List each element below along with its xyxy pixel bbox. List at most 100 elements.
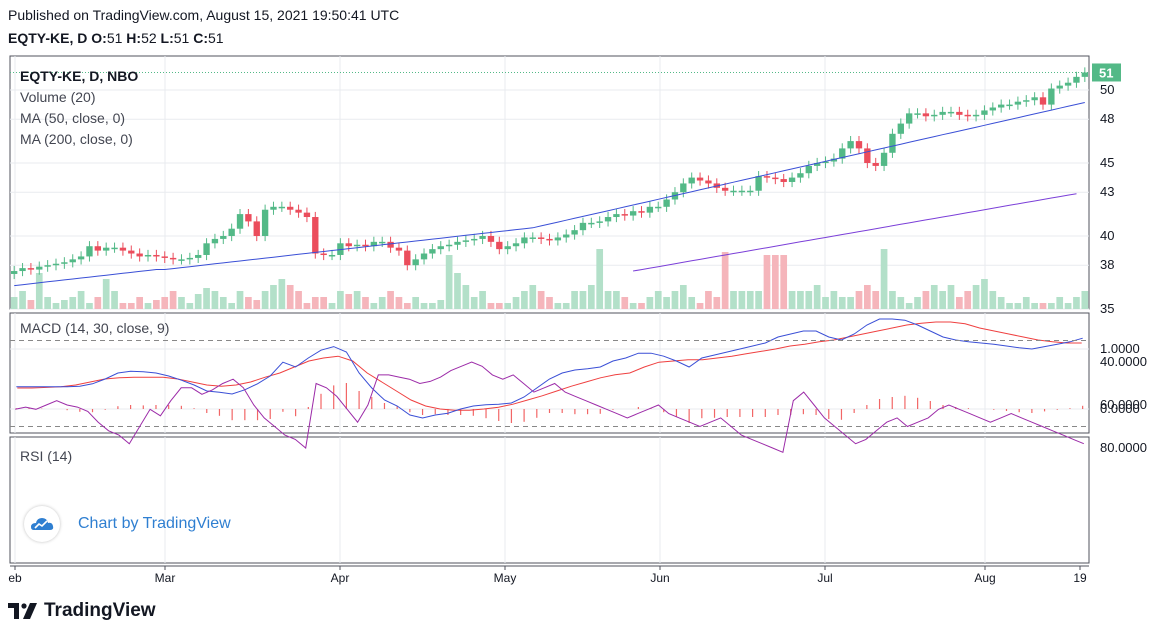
- high-value: 52: [141, 30, 157, 46]
- axes: eb Mar Apr May Jun Jul Aug 19 35 38 40 43 45 48 50 51 0.…: [8, 63, 1147, 585]
- open-label: O:: [91, 30, 107, 46]
- candle-body: [77, 256, 85, 260]
- volume-bar: [370, 303, 378, 309]
- watermark-text: Chart by TradingView: [78, 515, 231, 532]
- volume-bar: [571, 291, 578, 309]
- volume-bar: [537, 291, 545, 309]
- volume-bar: [738, 291, 746, 309]
- candle-body: [395, 247, 403, 251]
- volume-bar: [947, 285, 955, 309]
- volume-bar: [52, 303, 60, 309]
- candle-body: [496, 241, 503, 250]
- volume-bar: [1073, 297, 1080, 309]
- candle-body: [797, 173, 804, 178]
- candle-body: [420, 253, 428, 260]
- volume-bar: [35, 273, 43, 309]
- volume-bar: [696, 303, 704, 309]
- candle-body: [579, 222, 587, 231]
- volume-bar: [788, 291, 796, 309]
- time-axis-label: May: [494, 571, 517, 585]
- candle-body: [437, 246, 444, 250]
- candle-body: [119, 247, 127, 251]
- time-axis-label: Apr: [331, 571, 350, 585]
- low-label: L:: [160, 30, 174, 46]
- high-label: H:: [126, 30, 142, 46]
- volume-bar: [922, 291, 930, 309]
- volume-bar: [646, 297, 654, 309]
- volume-bar: [454, 273, 461, 309]
- volume-bar: [813, 285, 821, 309]
- candle-body: [278, 206, 286, 209]
- candle-body: [864, 148, 871, 163]
- close-value: 51: [208, 30, 224, 46]
- volume-bar: [721, 252, 729, 309]
- volume-bar: [763, 255, 771, 309]
- published-line: Published on TradingView.com, August 15,…: [8, 7, 400, 23]
- volume-bar: [914, 297, 921, 309]
- volume-bar: [905, 303, 913, 309]
- candle-body: [1039, 97, 1047, 105]
- volume-bar: [94, 297, 102, 309]
- candle-body: [1056, 85, 1063, 89]
- volume-bar: [755, 291, 762, 309]
- watermark[interactable]: Chart by TradingView: [24, 504, 231, 544]
- candle-body: [261, 209, 269, 236]
- candle-body: [889, 133, 896, 153]
- candle-body: [487, 236, 495, 242]
- candle-body: [947, 111, 955, 114]
- volume-bar: [705, 291, 712, 309]
- candle-body: [303, 212, 311, 218]
- candle-body: [830, 158, 838, 162]
- macd-tick-label: 1.0000: [1100, 341, 1140, 356]
- volume-bar: [521, 291, 528, 309]
- volume-bar: [546, 297, 553, 309]
- candle-body: [220, 236, 227, 239]
- candle-body: [36, 266, 43, 270]
- candle-body: [379, 241, 386, 244]
- volume-bar: [445, 255, 453, 309]
- volume-bar: [679, 285, 687, 309]
- volume-bar: [972, 285, 980, 309]
- candle-body: [479, 236, 486, 239]
- volume-bar: [930, 285, 938, 309]
- volume-bar: [470, 297, 478, 309]
- price-tick-label: 43: [1100, 184, 1114, 199]
- volume-bar: [1022, 297, 1030, 309]
- volume-bar: [403, 303, 411, 309]
- candle-body: [839, 148, 846, 159]
- last-price-label: 51: [1099, 65, 1113, 80]
- candle-body: [320, 253, 327, 256]
- candle-body: [412, 259, 419, 266]
- candle-body: [613, 214, 620, 218]
- candle-body: [86, 246, 93, 257]
- candle-body: [897, 123, 904, 134]
- candle-body: [529, 237, 536, 239]
- candle-body: [270, 206, 277, 210]
- candle-body: [855, 141, 863, 149]
- candle-body: [471, 238, 478, 241]
- ma200-line: [633, 193, 1077, 272]
- candle-body: [763, 176, 771, 178]
- volume-bar: [1039, 303, 1047, 309]
- candle-body: [563, 234, 570, 238]
- volume-bar: [554, 303, 562, 309]
- time-axis-label: Jun: [650, 571, 669, 585]
- candle-body: [1048, 88, 1055, 105]
- volume-bar: [320, 297, 328, 309]
- candle-body: [103, 247, 110, 251]
- volume-bar: [245, 297, 252, 309]
- candle-body: [44, 265, 51, 267]
- candle-body: [186, 257, 194, 260]
- volume-bar: [479, 291, 486, 309]
- candle-body: [94, 246, 102, 251]
- volume-bar: [337, 291, 344, 309]
- volume-bar: [579, 291, 587, 309]
- tradingview-logo[interactable]: TradingView: [8, 600, 156, 622]
- volume-bar: [872, 291, 880, 309]
- candle-body: [730, 190, 737, 193]
- candle-body: [646, 206, 654, 213]
- volume-bar: [86, 303, 93, 309]
- legend-ma200: MA (200, close, 0): [20, 131, 133, 147]
- candle-body: [956, 111, 963, 115]
